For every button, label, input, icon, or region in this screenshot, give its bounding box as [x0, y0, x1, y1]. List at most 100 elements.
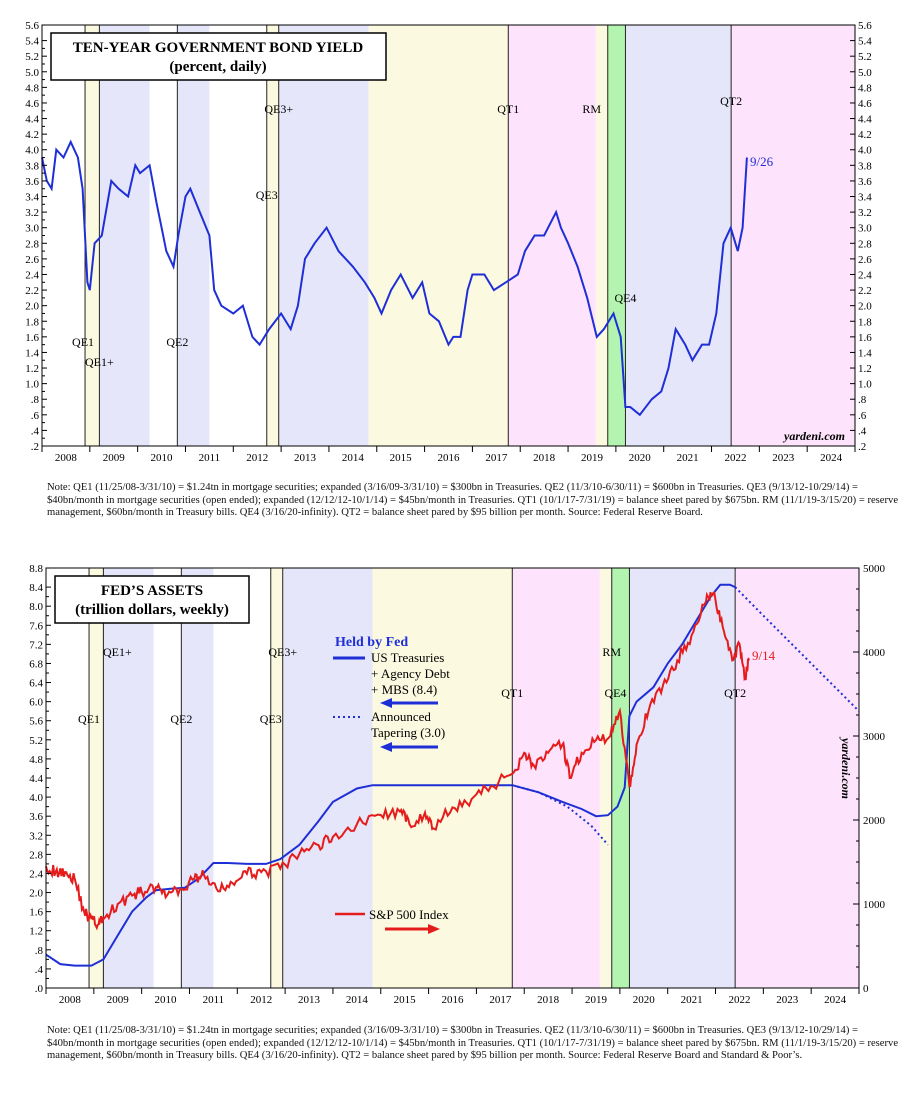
policy-bands — [85, 25, 855, 446]
vline-label-qe3: QE3 — [260, 712, 282, 726]
y-tick-label: 3.2 — [29, 830, 43, 842]
band-8 — [611, 568, 630, 988]
y-tick-label: 2.8 — [29, 849, 43, 861]
x-tick-label: 2022 — [728, 994, 750, 1006]
vline-label-rm: RM — [602, 645, 621, 659]
band-2 — [181, 568, 214, 988]
legend-label-treasuries: US Treasuries — [371, 650, 444, 665]
y-tick-label-right: .4 — [858, 425, 867, 437]
x-tick-label: 2020 — [633, 994, 656, 1006]
y-tick-label: 8.4 — [29, 582, 43, 594]
y2-tick-label: 0 — [863, 983, 869, 995]
y-tick-label: 4.0 — [29, 792, 43, 804]
x-tick-label: 2014 — [346, 994, 369, 1006]
y-tick-label: 8.8 — [29, 563, 43, 575]
chart-title: FED’S ASSETS — [101, 583, 203, 599]
x-tick-label: 2015 — [394, 994, 417, 1006]
y2-tick-label: 1000 — [863, 899, 886, 911]
source-label: yardeni.com — [782, 429, 845, 443]
y-tick-label-right: 5.4 — [858, 36, 872, 48]
legend-arrowhead-sp — [428, 924, 440, 934]
band-4 — [282, 568, 373, 988]
band-10 — [735, 568, 859, 988]
band-6 — [512, 568, 600, 988]
vline-label-qe3: QE3 — [256, 188, 278, 202]
x-tick-label: 2018 — [537, 994, 560, 1006]
x-tick-label: 2017 — [485, 452, 508, 464]
legend-arrowhead-taper — [380, 742, 392, 752]
series-0 — [41, 139, 748, 417]
y2-tick-label: 2000 — [863, 815, 886, 827]
x-axis-ticks: 2008 2009 2010 2011 2012 2013 2014 2015 2016 2017… — [45, 988, 860, 1006]
band-1 — [103, 568, 154, 988]
y-tick-label: 3.8 — [25, 160, 39, 172]
x-tick-label: 2021 — [677, 452, 699, 464]
y-tick-label: .2 — [31, 441, 39, 453]
y-tick-label: 7.2 — [29, 639, 43, 651]
y-tick-label-right: 1.2 — [858, 363, 872, 375]
band-9 — [629, 568, 736, 988]
band-7 — [595, 25, 608, 446]
band-2 — [177, 25, 210, 446]
y2-tick-label: 5000 — [863, 563, 886, 575]
y-tick-label-right: 1.6 — [858, 332, 872, 344]
chart1-note: Note: QE1 (11/25/08-3/31/10) = $1.24tn i… — [47, 482, 899, 518]
x-tick-label: 2008 — [55, 452, 78, 464]
y-tick-label: .4 — [35, 964, 44, 976]
y-axis-ticks: .2 .2 .4 .4 .6 .6 .8 .8 1.0 1.0 1.2 1.2 1.4 1.4 1.6 1.6… — [25, 20, 872, 453]
x-tick-label: 2021 — [681, 994, 703, 1006]
y-tick-label: 2.2 — [25, 285, 39, 297]
y-tick-label: 1.6 — [29, 907, 43, 919]
vline-label-qe4: QE4 — [604, 686, 626, 700]
policy-labels: QE1 QE1+ QE2 QE3 QE3+ QT1 RM QE4 QT2 — [72, 94, 742, 369]
date-label: 9/26 — [750, 154, 774, 169]
x-tick-label: 2014 — [342, 452, 365, 464]
title-box: FED’S ASSETS (trillion dollars, weekly) — [54, 575, 250, 624]
y-tick-label-right: 1.0 — [858, 379, 872, 391]
x-tick-label: 2017 — [489, 994, 512, 1006]
y-tick-label: 3.0 — [25, 223, 39, 235]
y-tick-label-right: 4.4 — [858, 114, 872, 126]
y-tick-label: 4.8 — [29, 754, 43, 766]
x-tick-label: 2024 — [824, 994, 847, 1006]
y-tick-label: 1.6 — [25, 332, 39, 344]
x-tick-label: 2023 — [776, 994, 799, 1006]
y-tick-label: 4.2 — [25, 129, 39, 141]
x-tick-label: 2019 — [581, 452, 604, 464]
x-tick-label: 2023 — [772, 452, 795, 464]
policy-labels: QE1 QE1+ QE2 QE3 QE3+ QT1 RM QE4 QT2 — [78, 645, 746, 726]
x-tick-label: 2016 — [438, 452, 461, 464]
vline-label-qt1: QT1 — [497, 102, 519, 116]
legend-label-sp500: S&P 500 Index — [369, 907, 449, 922]
policy-bands — [89, 568, 859, 988]
vline-label-qe3-plus: QE3+ — [268, 645, 297, 659]
x-tick-label: 2024 — [820, 452, 843, 464]
y-tick-label: .4 — [31, 425, 40, 437]
y-tick-label: 1.2 — [29, 926, 43, 938]
legend-label-mbs: + MBS (8.4) — [371, 682, 437, 697]
y-tick-label-right: .6 — [858, 410, 867, 422]
y-tick-label: 3.6 — [25, 176, 39, 188]
y-tick-label: 5.0 — [25, 67, 39, 79]
x-tick-label: 2015 — [390, 452, 413, 464]
yield-series — [41, 139, 748, 417]
band-0 — [89, 568, 104, 988]
y-tick-label: .6 — [31, 410, 40, 422]
y-tick-label-right: 1.8 — [858, 316, 872, 328]
title-box: TEN-YEAR GOVERNMENT BOND YIELD (percent,… — [50, 32, 387, 81]
y-tick-label-right: .2 — [858, 441, 866, 453]
y-tick-label: 6.8 — [29, 658, 43, 670]
y-tick-label: 4.4 — [25, 114, 39, 126]
band-7 — [599, 568, 612, 988]
x-tick-label: 2022 — [724, 452, 746, 464]
y-tick-label: 1.0 — [25, 379, 39, 391]
y-tick-label-right: 4.8 — [858, 82, 872, 94]
y-tick-label: 4.0 — [25, 145, 39, 157]
band-1 — [99, 25, 150, 446]
legend-title: Held by Fed — [335, 635, 408, 650]
legend-label-agency: + Agency Debt — [371, 666, 450, 681]
date-label: 9/14 — [752, 648, 776, 663]
band-5 — [372, 568, 513, 988]
x-tick-label: 2012 — [246, 452, 268, 464]
y2-axis-ticks: 0 1000 2000 3000 4000 5000 — [853, 563, 886, 995]
